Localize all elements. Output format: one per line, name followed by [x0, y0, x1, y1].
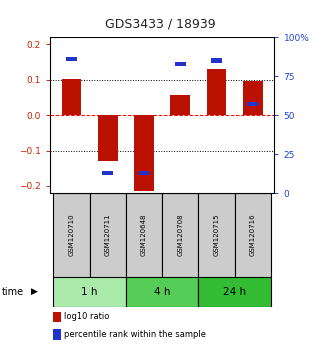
Bar	[206, 69, 226, 115]
Bar	[126, 276, 198, 307]
Bar	[139, 171, 149, 175]
Bar	[134, 115, 154, 191]
Text: percentile rank within the sample: percentile rank within the sample	[64, 330, 206, 339]
Text: GSM120711: GSM120711	[105, 213, 111, 256]
Bar	[53, 193, 90, 276]
Bar	[162, 193, 198, 276]
Text: 1 h: 1 h	[81, 287, 98, 297]
Text: GSM120648: GSM120648	[141, 213, 147, 256]
Text: GDS3433 / 18939: GDS3433 / 18939	[105, 17, 216, 30]
Text: 24 h: 24 h	[223, 287, 246, 297]
Bar	[170, 95, 190, 115]
Text: GSM120708: GSM120708	[177, 213, 183, 256]
Bar	[198, 276, 271, 307]
Bar	[175, 62, 186, 66]
Text: log10 ratio: log10 ratio	[64, 313, 110, 321]
Bar	[211, 58, 222, 63]
Bar	[53, 329, 61, 340]
Bar	[247, 102, 258, 106]
Bar	[62, 79, 82, 115]
Bar	[243, 81, 263, 115]
Text: 4 h: 4 h	[154, 287, 170, 297]
Bar	[126, 193, 162, 276]
Bar	[102, 171, 113, 175]
Text: GSM120716: GSM120716	[250, 213, 256, 256]
Bar	[53, 276, 126, 307]
Text: GSM120715: GSM120715	[213, 213, 220, 256]
Bar	[98, 115, 118, 161]
Bar	[235, 193, 271, 276]
Text: time: time	[2, 287, 24, 297]
Bar	[198, 193, 235, 276]
Text: ▶: ▶	[30, 287, 37, 296]
Bar	[53, 312, 61, 322]
Bar	[66, 57, 77, 61]
Bar	[90, 193, 126, 276]
Text: GSM120710: GSM120710	[68, 213, 74, 256]
